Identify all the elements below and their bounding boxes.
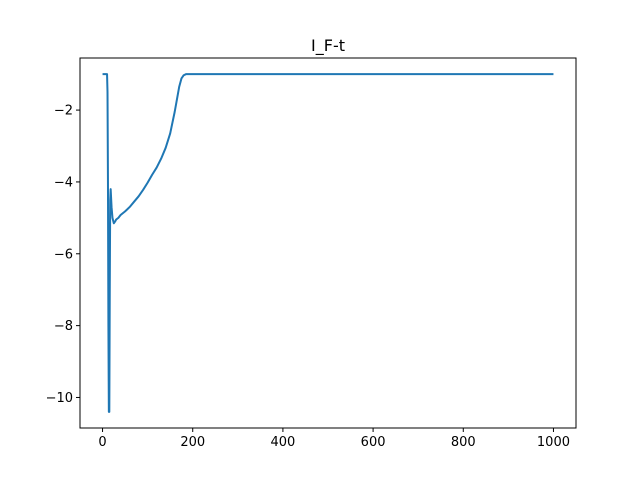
y-tick-label: −10 bbox=[46, 391, 73, 406]
chart-title: I_F-t bbox=[311, 36, 345, 56]
y-tick-label: −2 bbox=[54, 104, 73, 119]
y-tick-label: −6 bbox=[54, 247, 73, 262]
x-axis: 0 200 400 600 800 1000 bbox=[98, 428, 570, 450]
x-tick-label: 0 bbox=[98, 435, 106, 450]
plot-area bbox=[102, 73, 554, 413]
y-axis: −2 −4 −6 −8 −10 bbox=[46, 104, 80, 406]
axes-frame bbox=[79, 57, 577, 429]
series-line bbox=[102, 73, 554, 413]
x-tick-label: 800 bbox=[451, 435, 476, 450]
x-tick-label: 400 bbox=[270, 435, 295, 450]
y-tick-label: −8 bbox=[54, 319, 73, 334]
x-tick-label: 200 bbox=[180, 435, 205, 450]
y-tick-label: −4 bbox=[54, 175, 73, 190]
x-tick-label: 600 bbox=[361, 435, 386, 450]
x-tick-label: 1000 bbox=[537, 435, 570, 450]
